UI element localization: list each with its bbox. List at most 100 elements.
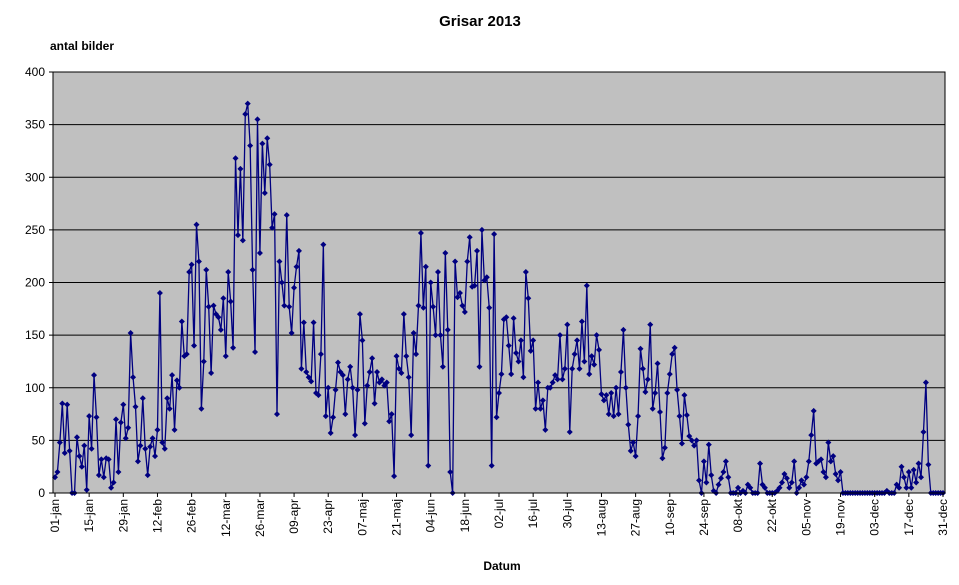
data-point [435,268,442,275]
data-point [159,439,166,446]
data-point [920,428,927,435]
data-point [791,458,798,465]
data-point [137,442,144,449]
data-point [56,439,63,446]
data-point [354,386,361,393]
data-point [708,472,715,479]
data-point [498,371,505,378]
data-point [422,263,429,270]
data-point [803,474,810,481]
data-point [459,302,466,309]
data-point [117,419,124,426]
data-point [639,365,646,372]
data-point [900,474,907,481]
x-tick-label: 26-feb [185,499,199,533]
data-point [483,274,490,281]
data-point [432,332,439,339]
x-tick-label: 24-sep [697,499,711,536]
data-point [783,475,790,482]
data-point [635,413,642,420]
data-point [281,302,288,309]
data-point [537,405,544,412]
data-point [352,432,359,439]
data-point [554,376,561,383]
data-point [83,486,90,493]
data-point [725,474,732,481]
chart-title: Grisar 2013 [439,13,521,30]
data-point [295,247,302,254]
data-point [525,295,532,302]
data-point [788,479,795,486]
data-point [310,319,317,326]
data-point [171,426,178,433]
x-tick-label: 01-jan [48,499,62,532]
data-point [334,359,341,366]
data-point [747,484,754,491]
data-point [805,458,812,465]
data-point [583,282,590,289]
data-point [566,428,573,435]
data-point [800,481,807,488]
data-point [830,453,837,460]
data-point [193,221,200,228]
data-point [349,384,356,391]
data-point [325,384,332,391]
data-point [286,303,293,310]
data-point [681,392,688,399]
data-point [571,351,578,358]
data-point [471,282,478,289]
x-tick-label: 31-dec [936,499,950,536]
data-point [722,458,729,465]
data-point [488,462,495,469]
data-point [254,116,261,123]
data-point [661,444,668,451]
data-point [98,456,105,463]
data-point [447,468,454,475]
data-point [54,468,61,475]
data-point [359,337,366,344]
data-point [378,376,385,383]
data-point [476,363,483,370]
data-point [442,250,449,257]
x-tick-label: 10-sep [663,499,677,536]
data-point [132,403,139,410]
data-point [186,268,193,275]
data-point [832,471,839,478]
data-point [147,443,154,450]
data-point [61,450,68,457]
data-point [515,358,522,365]
data-point [388,411,395,418]
data-point [578,318,585,325]
data-point [617,368,624,375]
data-point [700,458,707,465]
data-point [330,414,337,421]
data-point [493,414,500,421]
data-point [78,463,85,470]
y-tick-label: 100 [25,381,45,395]
data-point [486,304,493,311]
data-point [261,190,268,197]
data-point [720,468,727,475]
data-point [674,386,681,393]
data-point [693,437,700,444]
x-tick-label: 04-jun [424,499,438,532]
x-tick-label: 13-aug [594,499,608,536]
data-point [666,371,673,378]
data-point [652,390,659,397]
data-point [242,111,249,118]
data-point [530,337,537,344]
data-point [144,472,151,479]
data-point [322,413,329,420]
data-point [81,442,88,449]
data-point [176,384,183,391]
data-point [222,353,229,360]
data-point [391,473,398,480]
data-point [383,379,390,386]
data-point [825,439,832,446]
data-point [671,344,678,351]
data-point [437,332,444,339]
data-point [705,441,712,448]
data-point [478,226,485,233]
data-point [271,211,278,218]
data-point [274,411,280,418]
